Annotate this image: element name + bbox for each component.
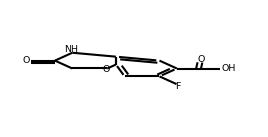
Text: OH: OH — [222, 64, 236, 73]
Text: O: O — [22, 56, 30, 65]
Text: O: O — [102, 65, 110, 74]
Text: O: O — [197, 55, 205, 64]
Text: F: F — [175, 82, 181, 91]
Text: NH: NH — [64, 45, 78, 54]
